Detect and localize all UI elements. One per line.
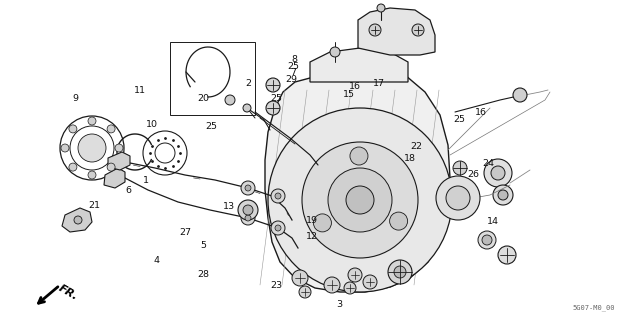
Text: 26: 26 [468,170,479,179]
Circle shape [266,78,280,92]
Text: 18: 18 [404,154,415,163]
Text: 8: 8 [291,55,298,63]
Circle shape [271,189,285,203]
Circle shape [238,200,258,220]
Text: 14: 14 [487,217,499,226]
Circle shape [61,144,69,152]
Circle shape [346,186,374,214]
Circle shape [330,47,340,57]
Text: 12: 12 [306,232,317,241]
Text: 16: 16 [476,108,487,117]
Circle shape [348,268,362,282]
Circle shape [493,185,513,205]
Circle shape [344,282,356,294]
Polygon shape [265,68,450,292]
Text: FR.: FR. [57,284,80,302]
Circle shape [268,108,452,292]
Text: 19: 19 [306,216,317,225]
Circle shape [78,134,106,162]
Circle shape [390,212,408,230]
Text: 7: 7 [290,68,296,77]
Circle shape [69,125,77,133]
Circle shape [412,24,424,36]
Circle shape [377,4,385,12]
Text: 28: 28 [198,271,209,279]
Circle shape [491,166,505,180]
Polygon shape [108,152,130,170]
Circle shape [266,101,280,115]
Circle shape [299,286,311,298]
Circle shape [245,185,251,191]
Text: 4: 4 [154,256,160,265]
Circle shape [478,231,496,249]
Circle shape [394,266,406,278]
Text: 21: 21 [88,201,100,210]
Circle shape [271,221,285,235]
Circle shape [241,181,255,195]
Circle shape [302,142,418,258]
Circle shape [107,163,115,171]
Circle shape [107,125,115,133]
Text: 25: 25 [271,94,282,103]
Text: 27: 27 [180,228,191,237]
Circle shape [328,168,392,232]
Circle shape [446,186,470,210]
Circle shape [436,176,480,220]
Circle shape [482,235,492,245]
Circle shape [324,277,340,293]
Text: 9: 9 [72,94,79,103]
Text: 5: 5 [200,241,207,250]
Circle shape [292,270,308,286]
Polygon shape [358,8,435,55]
Circle shape [115,144,123,152]
Text: 2: 2 [245,79,252,88]
Polygon shape [310,48,408,82]
Text: 13: 13 [223,202,235,211]
Text: 25: 25 [454,115,465,124]
Text: 23: 23 [271,281,282,290]
Circle shape [74,216,82,224]
Circle shape [241,211,255,225]
Text: 11: 11 [134,86,145,95]
Circle shape [245,215,251,221]
Text: 25: 25 [287,63,299,71]
Text: 5G07-M0_00: 5G07-M0_00 [573,304,615,311]
Circle shape [314,214,332,232]
Text: 17: 17 [373,79,385,88]
Circle shape [225,95,235,105]
Circle shape [88,117,96,125]
Circle shape [350,147,368,165]
Text: 10: 10 [146,120,157,129]
Text: 15: 15 [343,90,355,99]
Text: 24: 24 [483,159,494,168]
Circle shape [363,275,377,289]
Circle shape [498,190,508,200]
Text: 1: 1 [143,176,149,185]
Text: 16: 16 [349,82,361,91]
Polygon shape [62,208,92,232]
Text: 25: 25 [205,122,217,131]
Circle shape [498,246,516,264]
Circle shape [513,88,527,102]
Text: 22: 22 [410,142,422,151]
Text: 3: 3 [336,300,342,309]
Circle shape [388,260,412,284]
Circle shape [484,159,512,187]
Text: 29: 29 [285,75,297,84]
Circle shape [369,24,381,36]
Circle shape [275,193,281,199]
Circle shape [453,161,467,175]
Circle shape [243,205,253,215]
Circle shape [69,163,77,171]
Polygon shape [104,168,125,188]
Text: 6: 6 [125,186,131,195]
Text: 20: 20 [198,94,209,103]
Circle shape [243,104,251,112]
Circle shape [88,171,96,179]
Circle shape [275,225,281,231]
